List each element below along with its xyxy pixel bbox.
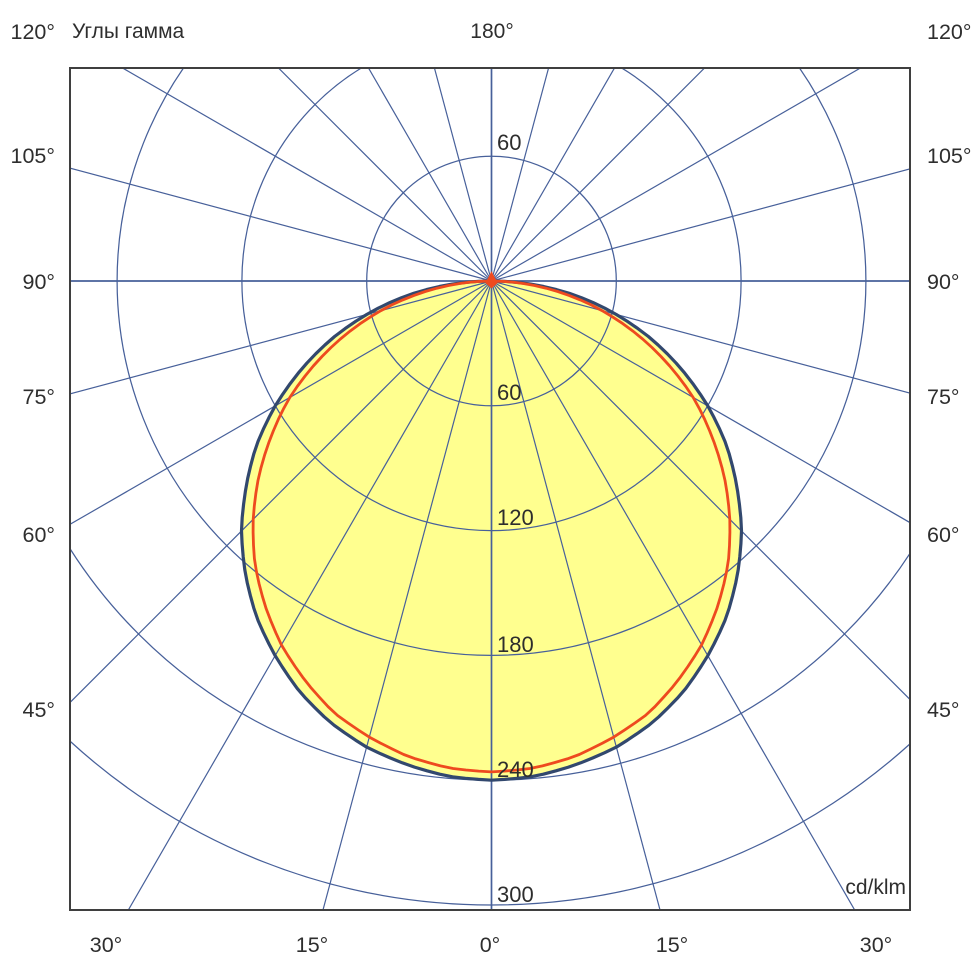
polar-grid-ray	[121, 68, 492, 282]
gamma-label-right: 60°	[927, 523, 960, 547]
polar-grid-ray	[277, 68, 492, 282]
gamma-label-right: 90°	[927, 270, 960, 294]
radial-tick-label: 60	[497, 380, 521, 405]
radial-tick-label: 180	[497, 632, 534, 657]
gamma-label-bottom: 15°	[656, 933, 689, 957]
polar-grid-ray	[367, 68, 493, 282]
gamma-label-left: 60°	[22, 523, 55, 547]
gamma-label-right: 45°	[927, 698, 960, 722]
polar-grid-ray	[491, 168, 910, 282]
gamma-label-bottom: 30°	[90, 933, 123, 957]
polar-grid-ray	[70, 280, 492, 704]
polar-grid-ray	[322, 280, 493, 910]
gamma-label-left: 90°	[22, 270, 55, 294]
pole-knot-red	[485, 271, 498, 289]
radial-tick-label: 240	[497, 757, 534, 782]
radial-tick-label: 120	[497, 505, 534, 530]
polar-grid-ray	[433, 68, 493, 282]
polar-grid-ray	[491, 68, 862, 282]
gamma-label-right: 105°	[927, 144, 971, 168]
c90-c270-curve	[251, 279, 732, 774]
polar-grid-ray	[70, 280, 492, 395]
gamma-label-bottom: 30°	[860, 933, 893, 957]
gamma-label-left: 45°	[22, 698, 55, 722]
polar-grid-ray	[127, 280, 493, 910]
radial-tick-label: 300	[497, 882, 534, 907]
gamma-label-left: 120°	[11, 20, 55, 44]
chart-title: Углы гамма	[72, 20, 185, 43]
polar-grid-ray	[490, 68, 616, 282]
gamma-label-left: 105°	[11, 144, 55, 168]
plot-border	[69, 67, 911, 911]
gamma-label-top-180: 180°	[470, 20, 514, 43]
gamma-label-left: 75°	[22, 385, 55, 409]
polar-grid-ray	[490, 68, 550, 282]
polar-grid-ray	[70, 167, 492, 282]
polar-grid-ray	[491, 280, 910, 394]
polar-grid-ray	[491, 280, 910, 701]
units-label: cd/klm	[845, 876, 906, 899]
c0-c180-curve	[239, 279, 744, 782]
polar-grid-ray	[490, 280, 856, 910]
gamma-label-bottom: 0°	[480, 933, 501, 957]
gamma-label-right: 75°	[927, 385, 960, 409]
polar-grid-ray	[491, 68, 706, 282]
gamma-label-right: 120°	[927, 20, 971, 44]
radial-tick-label: 60	[497, 130, 521, 155]
polar-grid-ray	[490, 280, 661, 910]
gamma-label-bottom: 15°	[296, 933, 329, 957]
